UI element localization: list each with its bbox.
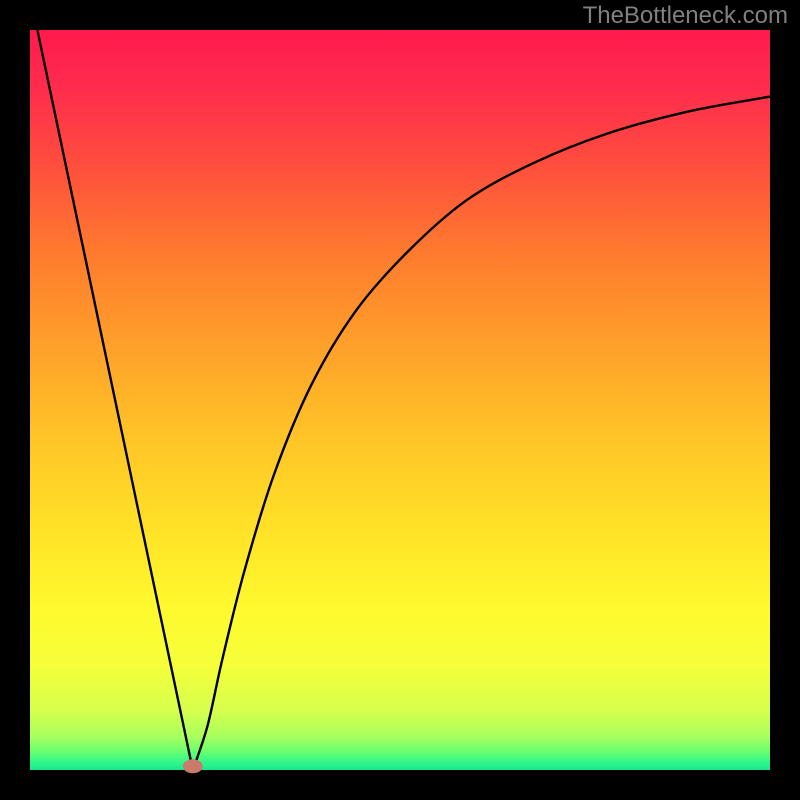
watermark-text: TheBottleneck.com <box>583 2 788 30</box>
bottleneck-chart <box>0 0 800 800</box>
optimal-point-marker <box>183 759 203 773</box>
chart-container: TheBottleneck.com <box>0 0 800 800</box>
chart-plot-area <box>30 30 770 770</box>
